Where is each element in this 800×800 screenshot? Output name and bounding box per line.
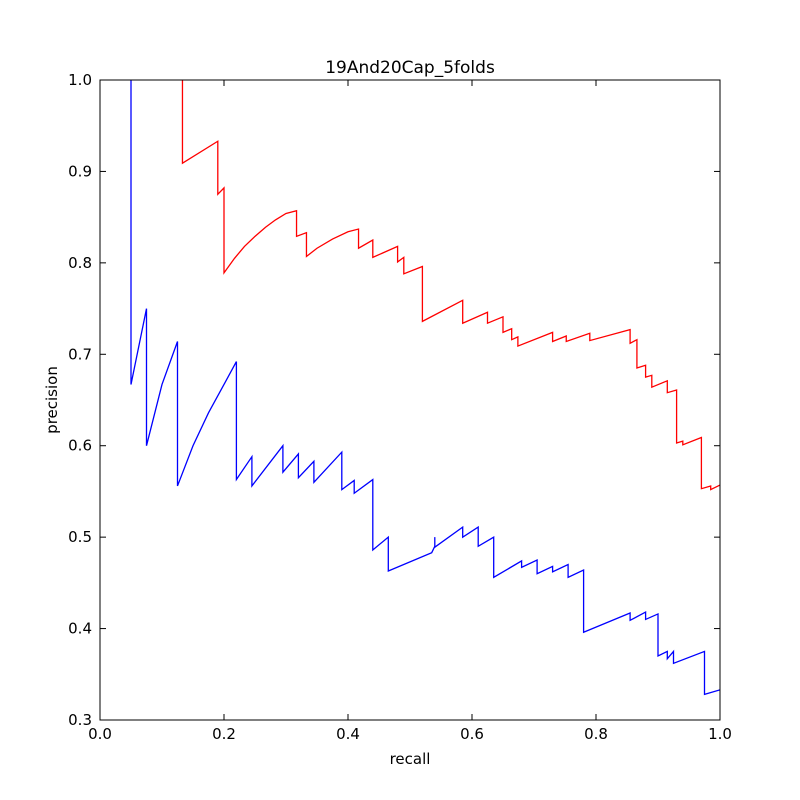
y-tick-label: 0.7	[68, 345, 92, 363]
series-line-1	[181, 80, 720, 491]
y-tick-label: 0.5	[68, 528, 92, 546]
y-tick-label: 0.8	[68, 254, 92, 272]
chart-title: 19And20Cap_5folds	[325, 58, 495, 78]
axes: 0.0 0.2 0.4 0.6 0.8 1.0 0.3 0.4 0.5 0.6 0.7 0.8 0.9 1…	[68, 71, 732, 743]
x-tick-label: 0.6	[460, 725, 484, 743]
x-tick-label: 0.4	[336, 725, 360, 743]
plot-frame	[99, 79, 721, 721]
y-tick-label: 0.9	[68, 162, 92, 180]
x-tick-label: 0.8	[584, 725, 608, 743]
y-tick-label: 0.6	[68, 437, 92, 455]
series-line-2	[130, 80, 720, 696]
y-tick-label: 1.0	[68, 71, 92, 89]
x-tick-label: 0.2	[212, 725, 236, 743]
x-tick-label: 1.0	[708, 725, 732, 743]
y-axis-label: precision	[43, 366, 61, 434]
y-tick-label: 0.3	[68, 711, 92, 729]
x-axis-label: recall	[390, 750, 431, 768]
plot-area	[130, 80, 720, 696]
x-tick-label: 0.0	[88, 725, 112, 743]
y-tick-label: 0.4	[68, 620, 92, 638]
